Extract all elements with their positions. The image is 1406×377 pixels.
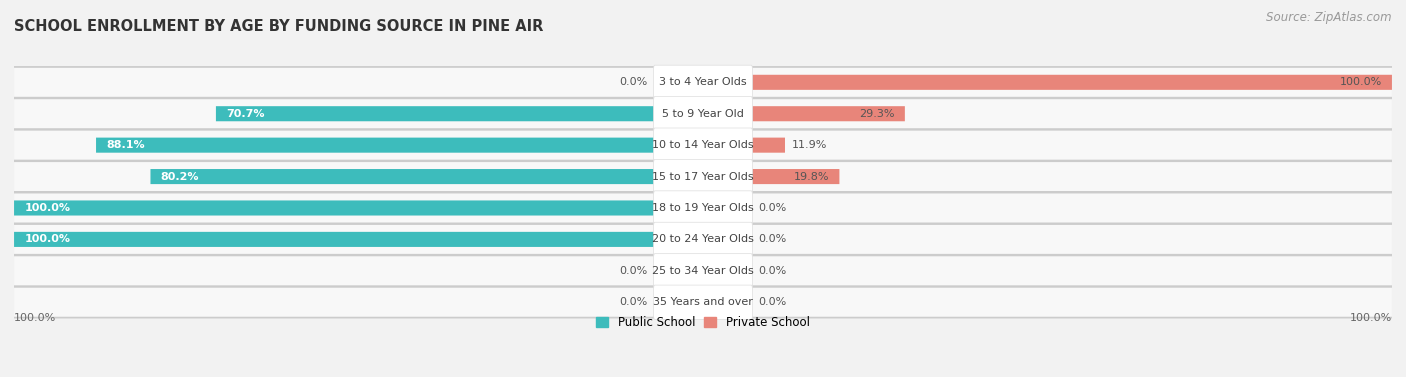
Text: 3 to 4 Year Olds: 3 to 4 Year Olds [659,77,747,87]
FancyBboxPatch shape [14,162,1392,191]
Text: 0.0%: 0.0% [758,234,786,244]
Text: 29.3%: 29.3% [859,109,894,119]
Text: 100.0%: 100.0% [1340,77,1382,87]
Text: 25 to 34 Year Olds: 25 to 34 Year Olds [652,266,754,276]
FancyBboxPatch shape [13,287,1393,317]
FancyBboxPatch shape [703,138,785,153]
FancyBboxPatch shape [14,201,703,216]
FancyBboxPatch shape [654,285,752,319]
Legend: Public School, Private School: Public School, Private School [592,312,814,334]
Text: 18 to 19 Year Olds: 18 to 19 Year Olds [652,203,754,213]
Text: SCHOOL ENROLLMENT BY AGE BY FUNDING SOURCE IN PINE AIR: SCHOOL ENROLLMENT BY AGE BY FUNDING SOUR… [14,19,544,34]
FancyBboxPatch shape [14,232,703,247]
FancyBboxPatch shape [13,130,1393,161]
FancyBboxPatch shape [13,193,1393,223]
Text: 70.7%: 70.7% [226,109,264,119]
Text: 11.9%: 11.9% [792,140,827,150]
FancyBboxPatch shape [96,138,703,153]
Text: 15 to 17 Year Olds: 15 to 17 Year Olds [652,172,754,182]
FancyBboxPatch shape [14,193,1392,222]
FancyBboxPatch shape [654,159,752,194]
Text: 0.0%: 0.0% [620,297,648,307]
FancyBboxPatch shape [14,225,1392,254]
Text: 100.0%: 100.0% [24,203,70,213]
Text: 10 to 14 Year Olds: 10 to 14 Year Olds [652,140,754,150]
FancyBboxPatch shape [654,254,752,288]
Text: 100.0%: 100.0% [14,313,56,323]
FancyBboxPatch shape [150,169,703,184]
FancyBboxPatch shape [13,256,1393,286]
FancyBboxPatch shape [654,97,752,131]
FancyBboxPatch shape [703,263,727,278]
Text: 0.0%: 0.0% [758,266,786,276]
FancyBboxPatch shape [14,68,1392,97]
Text: 80.2%: 80.2% [160,172,200,182]
FancyBboxPatch shape [703,232,727,247]
FancyBboxPatch shape [703,75,1392,90]
FancyBboxPatch shape [654,65,752,100]
Text: 19.8%: 19.8% [793,172,830,182]
Text: 100.0%: 100.0% [24,234,70,244]
FancyBboxPatch shape [654,128,752,162]
Text: 0.0%: 0.0% [620,77,648,87]
FancyBboxPatch shape [14,288,1392,317]
Text: 0.0%: 0.0% [620,266,648,276]
FancyBboxPatch shape [13,161,1393,192]
FancyBboxPatch shape [13,224,1393,255]
FancyBboxPatch shape [654,191,752,225]
Text: 5 to 9 Year Old: 5 to 9 Year Old [662,109,744,119]
FancyBboxPatch shape [703,106,905,121]
Text: 20 to 24 Year Olds: 20 to 24 Year Olds [652,234,754,244]
FancyBboxPatch shape [679,295,703,310]
FancyBboxPatch shape [217,106,703,121]
Text: 0.0%: 0.0% [758,297,786,307]
FancyBboxPatch shape [14,256,1392,285]
FancyBboxPatch shape [14,99,1392,128]
FancyBboxPatch shape [13,67,1393,98]
FancyBboxPatch shape [703,169,839,184]
Text: 0.0%: 0.0% [758,203,786,213]
FancyBboxPatch shape [679,263,703,278]
FancyBboxPatch shape [654,222,752,256]
FancyBboxPatch shape [14,131,1392,159]
FancyBboxPatch shape [703,201,727,216]
Text: 35 Years and over: 35 Years and over [652,297,754,307]
FancyBboxPatch shape [703,295,727,310]
Text: 100.0%: 100.0% [1350,313,1392,323]
Text: Source: ZipAtlas.com: Source: ZipAtlas.com [1267,11,1392,24]
Text: 88.1%: 88.1% [107,140,145,150]
FancyBboxPatch shape [679,75,703,90]
FancyBboxPatch shape [13,98,1393,129]
